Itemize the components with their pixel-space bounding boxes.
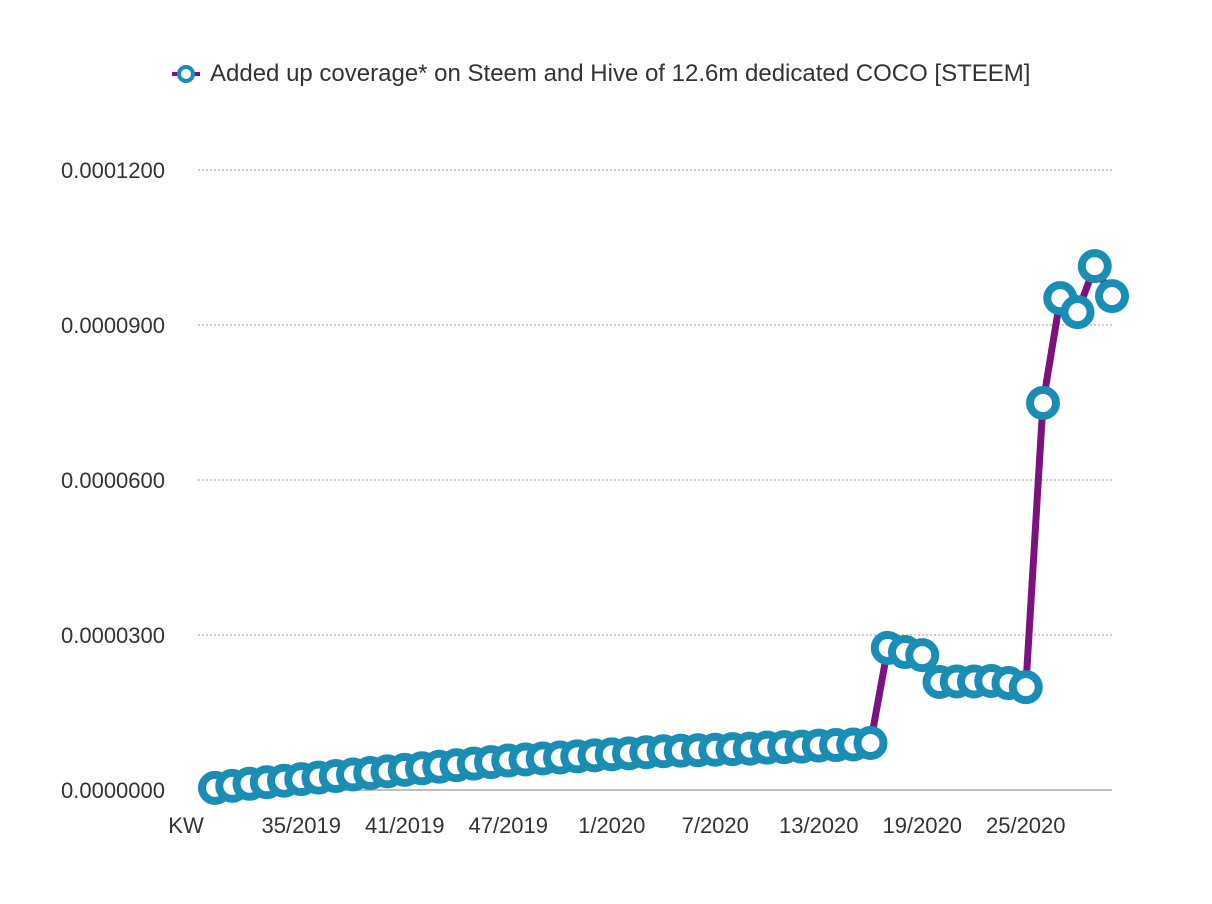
y-axis-tick-labels: 0.0000000 0.0000300 0.0000600 0.0000900 0.00… (61, 158, 165, 803)
series-line (214, 262, 1116, 792)
x-tick-label: 19/2020 (882, 813, 962, 838)
data-point[interactable] (1060, 295, 1095, 330)
data-point[interactable] (1026, 386, 1060, 421)
series-markers (198, 249, 1129, 805)
legend[interactable]: Added up coverage* on Steem and Hive of … (172, 60, 1030, 88)
x-tick-label: 35/2019 (261, 813, 341, 838)
y-tick-label: 0.0000600 (61, 468, 165, 493)
data-point[interactable] (1077, 249, 1112, 284)
x-tick-label: 13/2020 (779, 813, 859, 838)
y-tick-label: 0.0000000 (61, 778, 165, 803)
x-axis-tick-labels: 35/2019 41/2019 47/2019 1/2020 7/2020 13/2020… (261, 813, 1065, 838)
y-tick-label: 0.0001200 (61, 158, 165, 183)
y-tick-label: 0.0000300 (61, 623, 165, 648)
data-point[interactable] (1095, 279, 1129, 314)
x-tick-label: 41/2019 (365, 813, 445, 838)
x-tick-label: 47/2019 (468, 813, 548, 838)
y-tick-label: 0.0000900 (61, 313, 165, 338)
data-point[interactable] (1008, 670, 1043, 705)
data-point[interactable] (853, 725, 888, 760)
x-axis-prefix-label: KW (168, 813, 204, 838)
legend-label: Added up coverage* on Steem and Hive of … (210, 60, 1031, 87)
x-tick-label: 1/2020 (578, 813, 645, 838)
x-tick-label: 7/2020 (682, 813, 749, 838)
grid-lines (198, 169, 1112, 636)
x-tick-label: 25/2020 (986, 813, 1066, 838)
data-point[interactable] (905, 638, 940, 673)
legend-marker-icon (172, 65, 200, 83)
